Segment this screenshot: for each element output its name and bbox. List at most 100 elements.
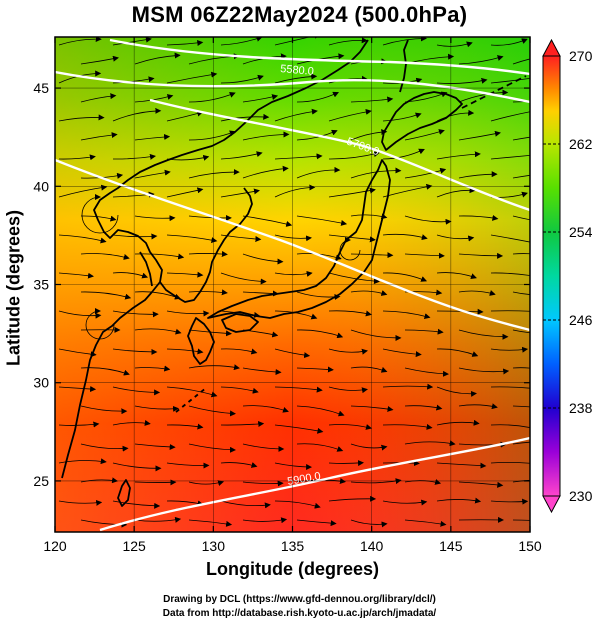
x-tick-label: 125 bbox=[122, 538, 146, 554]
colorbar-tick-label: 230 bbox=[569, 488, 593, 504]
streamline-arrow bbox=[274, 37, 321, 46]
contour-5580 bbox=[109, 38, 530, 76]
streamline-arrow bbox=[112, 462, 162, 472]
streamline-arrow bbox=[112, 310, 159, 318]
y-tick-label: 45 bbox=[33, 80, 49, 96]
streamline-arrow bbox=[58, 154, 96, 161]
streamline-arrow bbox=[350, 167, 402, 179]
streamline-arrow bbox=[382, 183, 433, 198]
streamline-arrow bbox=[328, 272, 380, 285]
streamline-arrow bbox=[328, 495, 377, 502]
streamline-arrow bbox=[220, 37, 263, 46]
streamline-arrow bbox=[512, 441, 530, 445]
streamline-arrow bbox=[458, 55, 504, 65]
streamline-arrow bbox=[350, 329, 402, 341]
streamline-arrow bbox=[512, 405, 530, 408]
streamline-arrow bbox=[490, 310, 530, 312]
colorbar: 270 262 254 246 238 230 bbox=[542, 38, 593, 514]
streamline-arrow bbox=[220, 151, 263, 160]
streamline-arrow bbox=[220, 421, 265, 427]
streamline-arrow bbox=[490, 38, 528, 46]
streamline-arrow bbox=[382, 148, 425, 160]
streamline-arrow bbox=[274, 500, 321, 509]
streamline-arrow bbox=[512, 519, 530, 521]
streamline-arrow bbox=[490, 77, 530, 84]
streamline-arrow bbox=[490, 346, 529, 353]
streamline-arrow bbox=[382, 37, 427, 46]
streamline-arrow bbox=[80, 291, 132, 300]
streamline-arrow bbox=[296, 215, 348, 226]
streamline-arrow bbox=[220, 74, 264, 84]
streamline-arrow bbox=[166, 234, 218, 244]
streamline-arrow bbox=[242, 443, 285, 452]
streamline-arrow bbox=[220, 348, 258, 355]
streamline-arrow bbox=[458, 252, 504, 259]
streamline-arrow bbox=[58, 458, 107, 465]
streamline-arrow bbox=[166, 271, 204, 278]
streamline-eddy bbox=[85, 308, 115, 340]
streamline-arrow bbox=[274, 73, 318, 84]
streamline-arrow bbox=[188, 519, 233, 527]
colorbar-bottom-arrow bbox=[542, 495, 561, 514]
streamline-arrow bbox=[490, 386, 530, 389]
streamline-arrow bbox=[328, 234, 376, 243]
streamline-arrow bbox=[134, 328, 182, 335]
streamline-arrow bbox=[296, 519, 337, 527]
streamline-arrow bbox=[490, 272, 530, 279]
streamline-arrow bbox=[274, 153, 323, 160]
streamline-arrow bbox=[436, 419, 480, 426]
streamline-arrow bbox=[436, 497, 482, 504]
streamline-arrow bbox=[458, 214, 499, 221]
credit-data: Data from http://database.rish.kyoto-u.a… bbox=[162, 608, 437, 619]
streamline-arrow bbox=[242, 165, 289, 179]
streamline-arrow bbox=[328, 424, 372, 430]
streamline-arrow bbox=[328, 348, 368, 355]
streamline-arrow bbox=[404, 252, 445, 259]
y-axis-ticks: 25 30 35 40 45 bbox=[33, 80, 530, 489]
streamline-arrow bbox=[220, 113, 270, 122]
streamline-arrow bbox=[58, 310, 102, 319]
streamline-arrow bbox=[134, 443, 176, 450]
streamline-arrow bbox=[382, 348, 422, 358]
streamline-arrow bbox=[458, 171, 498, 179]
streamline-arrow bbox=[404, 129, 445, 141]
streamline-arrow bbox=[188, 480, 225, 486]
streamline-arrow bbox=[458, 130, 501, 141]
contour-5820 bbox=[55, 158, 530, 332]
x-tick-label: 145 bbox=[439, 538, 463, 554]
streamline-arrow bbox=[458, 290, 496, 296]
streamline-arrow bbox=[242, 94, 279, 103]
y-tick-label: 35 bbox=[33, 277, 49, 293]
colorbar-tick-label: 238 bbox=[569, 400, 593, 416]
streamline-arrow bbox=[274, 184, 316, 198]
streamline-arrow bbox=[166, 187, 204, 198]
streamline-arrow bbox=[134, 405, 179, 412]
streamline-arrow bbox=[166, 110, 204, 122]
streamline-arrow bbox=[58, 421, 100, 428]
streamline-arrow bbox=[382, 272, 428, 282]
streamline-arrow bbox=[112, 107, 162, 122]
streamline-arrow bbox=[112, 348, 158, 355]
streamline-arrow bbox=[274, 386, 323, 393]
contour-5900 bbox=[99, 436, 530, 532]
streamline-arrow bbox=[80, 519, 128, 528]
x-tick-label: 130 bbox=[202, 538, 226, 554]
y-tick-label: 25 bbox=[33, 473, 49, 489]
streamline-arrow bbox=[112, 386, 161, 396]
streamline-arrow bbox=[112, 420, 151, 426]
streamline-arrow bbox=[382, 423, 433, 430]
streamline-arrow bbox=[166, 71, 218, 84]
streamline-arrow bbox=[350, 443, 388, 451]
streamline-arrow bbox=[112, 76, 155, 84]
streamline-arrow bbox=[382, 233, 428, 241]
streamline-arrow bbox=[436, 41, 473, 48]
streamline-arrow bbox=[274, 462, 313, 470]
streamline-arrow bbox=[80, 477, 118, 484]
streamline-arrow bbox=[512, 58, 530, 65]
streamline-arrow bbox=[404, 519, 447, 527]
x-tick-label: 135 bbox=[281, 538, 305, 554]
streamline-arrow bbox=[80, 215, 117, 222]
streamline-arrow bbox=[134, 169, 171, 179]
streamline-arrow bbox=[458, 403, 498, 410]
